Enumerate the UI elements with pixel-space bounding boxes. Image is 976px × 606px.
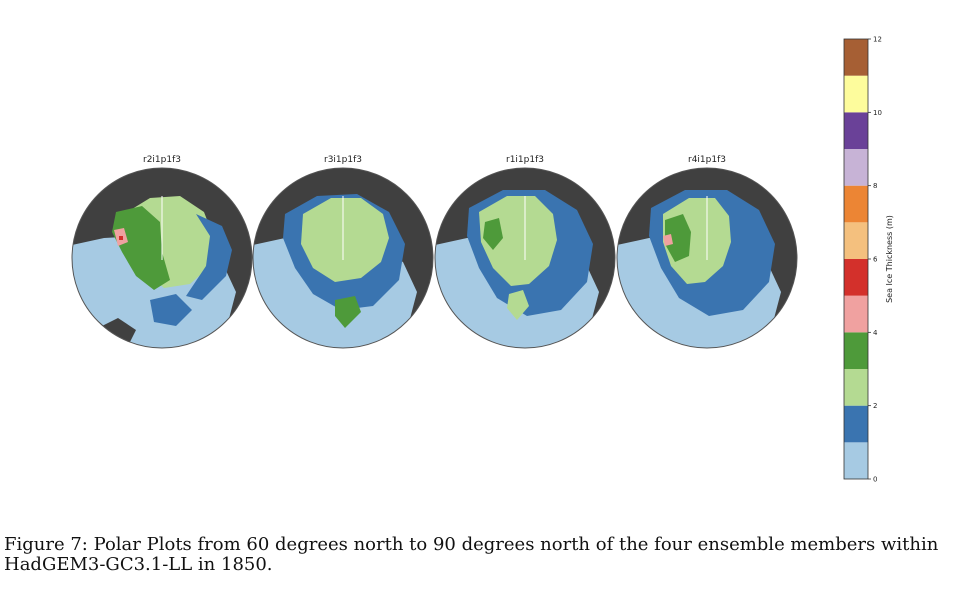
colorbar-bin-6 [844,222,868,259]
ice-thickness-3-4-4 [665,214,691,262]
colorbar-bin-11 [844,39,868,76]
polar-panel-2: r3i1p1f3 [252,155,434,349]
colorbar-tick-label-2: 2 [873,402,877,410]
ice-thickness-2-3b-3 [507,290,529,320]
colorbar-bin-0 [844,442,868,479]
ice-thickness-2-3-2 [301,198,389,282]
map-outline-1 [71,167,253,349]
colorbar-bin-7 [844,185,868,223]
colorbar-bin-4 [844,295,868,333]
colorbar-tick-label-8: 8 [873,182,877,190]
polar-panel-4: r4i1p1f3 [616,155,798,349]
colorbar-bin-5 [844,259,868,296]
colorbar-bin-1 [844,405,868,443]
ice-thickness-3-4-2 [335,296,361,328]
ice-thickness-1-2-1 [186,214,232,300]
panel-title-3: r1i1p1f3 [506,155,544,165]
colorbar-tick-label-10: 10 [873,109,882,117]
polar-panel-1: r2i1p1f3 [71,155,253,349]
colorbar-bin-3 [844,332,868,369]
ice-thickness-1-2b-1 [150,294,192,326]
ice-thickness-5-6-1 [119,236,123,240]
colorbar-bin-10 [844,75,868,113]
figure-caption: Figure 7: Polar Plots from 60 degrees no… [4,534,939,575]
colorbar-bin-2 [844,369,868,406]
ice-thickness-3-4-1 [112,206,170,290]
map-outline-3 [434,167,616,349]
panel-title-1: r2i1p1f3 [143,155,181,165]
figure: r2i1p1f3 r3i1p1f3 r1i1p1f3 [71,36,894,484]
colorbar-tick-label-4: 4 [873,329,878,337]
map-outline-4 [616,167,798,349]
polar-panel-3: r1i1p1f3 [434,155,616,349]
colorbar: 0 2 4 6 8 10 12 Sea Ice Thickness (m) [843,36,894,484]
colorbar-bin-8 [844,149,868,186]
panel-title-2: r3i1p1f3 [324,155,362,165]
colorbar-bin-9 [844,112,868,149]
colorbar-tick-label-0: 0 [873,476,877,484]
colorbar-axis-label: Sea Ice Thickness (m) [885,215,894,303]
panel-title-4: r4i1p1f3 [688,155,726,165]
ice-thickness-3-4-3 [483,218,503,250]
ice-thickness-4-5-4 [663,234,673,246]
colorbar-tick-label-6: 6 [873,256,878,264]
colorbar-tick-label-12: 12 [873,36,882,44]
map-outline-2 [252,167,434,349]
